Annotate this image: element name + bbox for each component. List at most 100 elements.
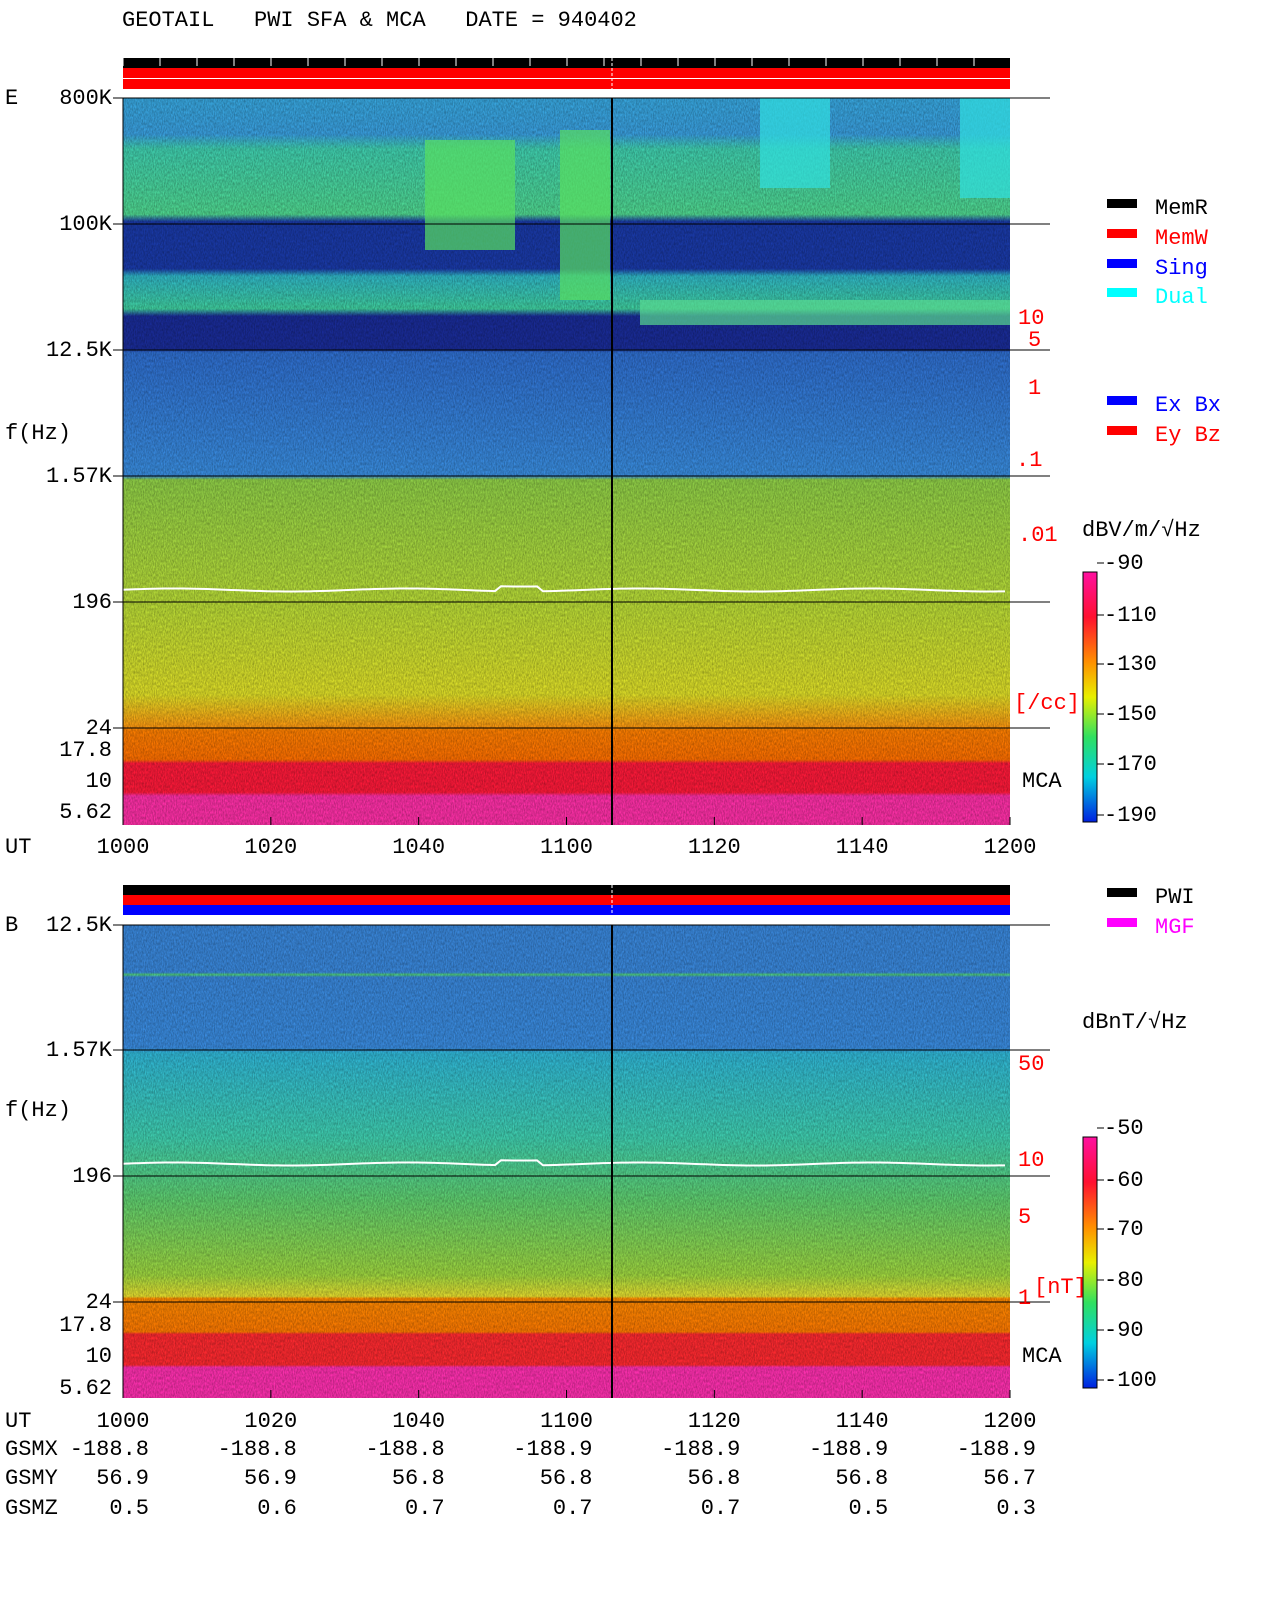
x-tick-label: 1100 [540, 1409, 593, 1434]
orbit-value: -188.8 [70, 1437, 149, 1462]
legend-label: Dual [1155, 285, 1208, 310]
x-tick-label: 1140 [836, 1409, 889, 1434]
legend-label: Ex Bx [1155, 393, 1221, 418]
colorbar-tick-label: -100 [1104, 1368, 1157, 1393]
orbit-value: 56.7 [983, 1466, 1036, 1491]
y-axis-label: f(Hz) [5, 421, 71, 446]
status-bar [123, 895, 1010, 905]
panel-label: B [5, 913, 18, 938]
density-label: 50 [1018, 1052, 1044, 1077]
density-label: 1 [1018, 1286, 1031, 1311]
legend-swatch [1107, 918, 1137, 927]
y-tick-label: 24 [86, 716, 112, 741]
status-bar [123, 68, 1010, 78]
legend-swatch [1107, 288, 1137, 297]
status-bar [123, 885, 1010, 895]
colorbar-tick-label: -190 [1104, 803, 1157, 828]
colorbar-tick-label: -130 [1104, 652, 1157, 677]
y-tick-label: 17.8 [59, 1313, 112, 1338]
orbit-label: GSMZ [5, 1496, 58, 1521]
orbit-value: -188.9 [661, 1437, 740, 1462]
x-tick-label: 1020 [244, 835, 297, 860]
x-tick-label: 1140 [836, 835, 889, 860]
colorbar [1082, 571, 1098, 823]
legend-label: MemW [1155, 226, 1209, 251]
emission [760, 98, 830, 188]
orbit-value: -188.9 [809, 1437, 888, 1462]
cyclotron-line [122, 1159, 1006, 1167]
x-tick-label: 1120 [688, 835, 741, 860]
y-tick-label: 24 [86, 1290, 112, 1315]
y-tick-label: 1.57K [46, 1038, 113, 1063]
orbit-value: 0.6 [257, 1496, 297, 1521]
cyclotron-line [122, 585, 1006, 593]
y-tick-label: 10 [86, 769, 112, 794]
x-tick-label: 1020 [244, 1409, 297, 1434]
legend-swatch [1107, 199, 1137, 208]
y-tick-label: 1.57K [46, 464, 113, 489]
mca-label: MCA [1022, 769, 1062, 794]
orbit-value: 56.9 [96, 1466, 149, 1491]
density-label: 5 [1028, 328, 1041, 353]
x-tick-label: 1200 [984, 1409, 1037, 1434]
density-label: 5 [1018, 1205, 1031, 1230]
status-bar [123, 905, 1010, 915]
x-tick-label: 1200 [984, 835, 1037, 860]
y-tick-label: 196 [72, 590, 112, 615]
x-axis-label: UT [5, 1409, 31, 1434]
spectrogram-texture [123, 925, 1010, 1398]
legend-label: MGF [1155, 915, 1195, 940]
orbit-value: 0.7 [701, 1496, 741, 1521]
legend-swatch [1107, 426, 1137, 435]
legend-swatch [1107, 396, 1137, 405]
x-tick-label: 1120 [688, 1409, 741, 1434]
orbit-value: -188.8 [365, 1437, 444, 1462]
y-tick-label: 100K [59, 212, 113, 237]
colorbar-tick-label: -90 [1104, 551, 1144, 576]
density-label: 1 [1028, 376, 1041, 401]
colorbar-tick-label: -90 [1104, 1318, 1144, 1343]
x-axis-label: UT [5, 835, 31, 860]
density-label: [nT] [1034, 1275, 1087, 1300]
x-tick-label: 1100 [540, 835, 593, 860]
mca-label: MCA [1022, 1344, 1062, 1369]
orbit-value: 56.8 [540, 1466, 593, 1491]
density-label: 10 [1018, 1148, 1044, 1173]
y-tick-label: 196 [72, 1164, 112, 1189]
colorbar-tick-label: -170 [1104, 752, 1157, 777]
colorbar [1082, 1136, 1098, 1389]
orbit-value: -188.9 [957, 1437, 1036, 1462]
panel-label: E [5, 86, 18, 111]
density-label: 10 [1018, 306, 1044, 331]
legend-swatch [1107, 229, 1137, 238]
orbit-value: 56.9 [244, 1466, 297, 1491]
emission [640, 300, 1010, 325]
emission [425, 140, 515, 250]
legend-label: Ey Bz [1155, 423, 1221, 448]
orbit-label: GSMX [5, 1437, 58, 1462]
legend-label: Sing [1155, 256, 1208, 281]
y-tick-label: 12.5K [46, 338, 113, 363]
orbit-label: GSMY [5, 1466, 58, 1491]
x-tick-label: 1040 [392, 1409, 445, 1434]
colorbar-tick-label: -150 [1104, 702, 1157, 727]
colorbar-tick-label: -70 [1104, 1217, 1144, 1242]
legend-label: MemR [1155, 196, 1208, 221]
emission [960, 98, 1010, 198]
orbit-value: 0.3 [996, 1496, 1036, 1521]
density-label: .01 [1018, 523, 1058, 548]
y-tick-label: 17.8 [59, 738, 112, 763]
x-tick-label: 1040 [392, 835, 445, 860]
orbit-value: 0.5 [849, 1496, 889, 1521]
status-bar [123, 79, 1010, 89]
orbit-value: -188.8 [218, 1437, 297, 1462]
orbit-value: 56.8 [392, 1466, 445, 1491]
colorbar-tick-label: -50 [1104, 1116, 1144, 1141]
density-label: .1 [1016, 448, 1042, 473]
orbit-value: 56.8 [688, 1466, 741, 1491]
orbit-value: 0.7 [553, 1496, 593, 1521]
colorbar-tick-label: -110 [1104, 603, 1157, 628]
title: GEOTAIL PWI SFA & MCA DATE = 940402 [122, 8, 637, 33]
orbit-value: 0.5 [109, 1496, 149, 1521]
